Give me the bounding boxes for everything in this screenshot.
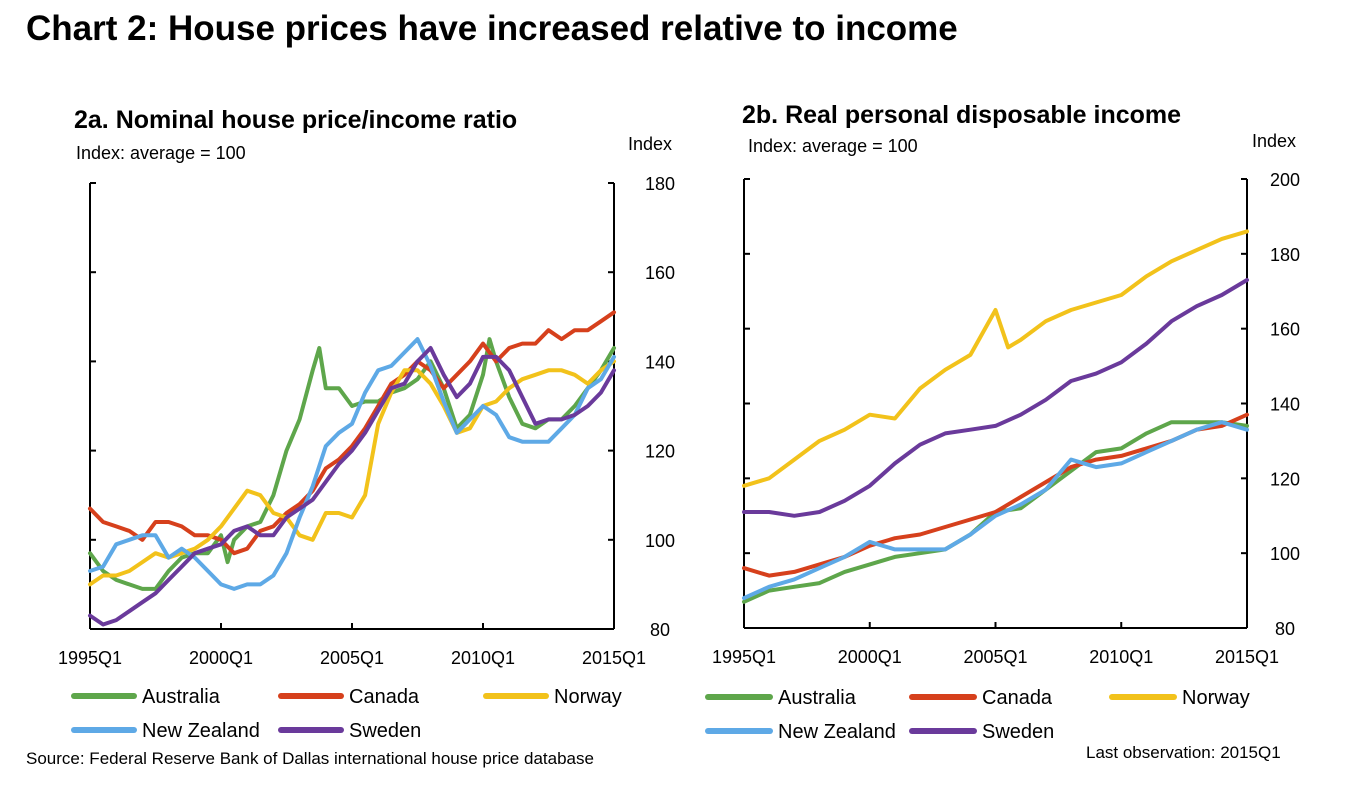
chart-0-ytick-label: 100 (645, 531, 675, 551)
chart-0-series-sweden (88, 346, 616, 627)
chart-1-ytick-label: 180 (1270, 245, 1300, 265)
chart-0-ytick-label: 180 (645, 174, 675, 194)
chart-0-title: 2a. Nominal house price/income ratio (74, 106, 517, 134)
main-title: Chart 2: House prices have increased rel… (26, 9, 958, 48)
chart-0-ytick-label: 160 (645, 263, 675, 283)
chart-0-series-norway (88, 359, 616, 587)
chart-1-legend-label-australia: Australia (778, 687, 857, 709)
chart-1-title: 2b. Real personal disposable income (742, 101, 1181, 129)
chart-0-ytick-label: 140 (645, 352, 675, 372)
chart-0-legend-label-new-zealand: New Zealand (142, 720, 260, 742)
chart-1-subtitle: Index: average = 100 (748, 136, 918, 156)
last-observation-note: Last observation: 2015Q1 (1086, 743, 1281, 762)
chart-1-legend-label-canada: Canada (982, 687, 1053, 709)
chart-0-xtick-label: 2010Q1 (451, 648, 515, 668)
chart-1-ytick-label: 120 (1270, 469, 1300, 489)
chart-1-ytick-label: 160 (1270, 320, 1300, 340)
source-note: Source: Federal Reserve Bank of Dallas i… (26, 749, 594, 768)
chart-1-ylabel: Index (1252, 131, 1296, 151)
chart-1-ytick-label: 200 (1270, 170, 1300, 190)
chart-1-xtick-label: 2010Q1 (1089, 647, 1153, 667)
chart-1-ytick-label: 100 (1270, 544, 1300, 564)
chart-0-legend-label-canada: Canada (349, 686, 420, 708)
chart-0-subtitle: Index: average = 100 (76, 143, 246, 163)
chart-0-xtick-label: 2015Q1 (582, 648, 646, 668)
chart-1-legend-label-sweden: Sweden (982, 721, 1054, 743)
chart-1-legend-label-norway: Norway (1182, 687, 1250, 709)
chart-1-xtick-label: 2000Q1 (838, 647, 902, 667)
chart-0-ylabel: Index (628, 134, 672, 154)
chart-0-ytick-label: 80 (650, 620, 670, 640)
chart-1-series-sweden (742, 278, 1249, 518)
chart-0-series-canada (88, 310, 616, 556)
chart-0-series-new-zealand (88, 337, 616, 591)
chart-0-series-australia (88, 337, 616, 591)
chart-1-series-new-zealand (742, 420, 1249, 601)
chart-1-xtick-label: 2005Q1 (963, 647, 1027, 667)
chart-0-legend-label-australia: Australia (142, 686, 221, 708)
chart-1-legend-label-new-zealand: New Zealand (778, 721, 896, 743)
chart-0-xtick-label: 2005Q1 (320, 648, 384, 668)
chart-0-xtick-label: 1995Q1 (58, 648, 122, 668)
chart-1-series-norway (742, 229, 1249, 488)
chart-0-legend-label-norway: Norway (554, 686, 622, 708)
chart-0-legend-label-sweden: Sweden (349, 720, 421, 742)
chart-1-xtick-label: 2015Q1 (1215, 647, 1279, 667)
chart-1-xtick-label: 1995Q1 (712, 647, 776, 667)
chart-1-ytick-label: 80 (1275, 619, 1295, 639)
chart-1-ytick-label: 140 (1270, 395, 1300, 415)
chart-0-ytick-label: 120 (645, 442, 675, 462)
chart-0-xtick-label: 2000Q1 (189, 648, 253, 668)
